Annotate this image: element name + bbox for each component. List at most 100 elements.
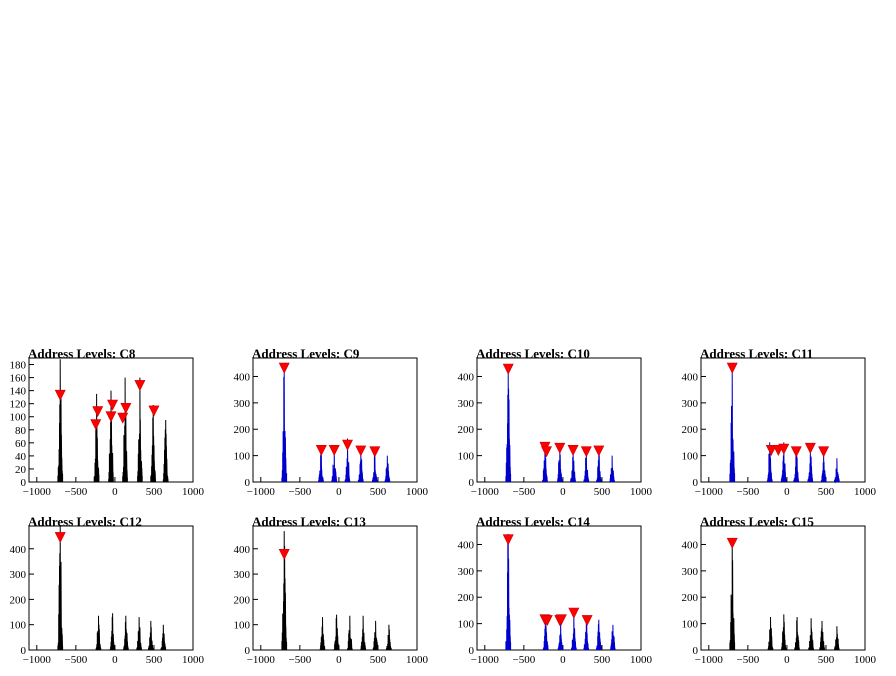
plot-frame (252, 357, 418, 483)
x-tick-label: 1000 (630, 654, 653, 666)
peak-marker (278, 549, 290, 561)
x-tick-label: 1000 (406, 654, 429, 666)
y-tick-label: 0 (21, 477, 27, 489)
y-tick-label: 140 (10, 386, 27, 398)
y-tick-label: 300 (458, 398, 475, 410)
y-tick-label: 0 (693, 477, 699, 489)
y-tick-label: 400 (10, 544, 27, 556)
y-tick-label: 100 (10, 620, 27, 632)
peak-marker (818, 446, 830, 458)
y-tick-label: 80 (15, 425, 27, 437)
peak-marker (581, 615, 593, 627)
peak-trace (281, 365, 288, 483)
x-tick-label: −1000 (695, 654, 724, 666)
x-tick-label: 0 (784, 486, 790, 498)
x-tick-label: 1000 (182, 654, 205, 666)
x-tick-label: 500 (594, 486, 611, 498)
peak-marker (315, 445, 327, 457)
peak-trace (729, 539, 736, 651)
peak-marker (120, 402, 132, 414)
chart-plot: 0 100 200 300 400 −1000 −500 0 500 1000 (10, 525, 205, 666)
x-tick-label: 1000 (182, 486, 205, 498)
peak-trace (372, 450, 378, 483)
peak-trace (93, 393, 100, 483)
peak-marker (134, 380, 146, 392)
peak-marker (355, 445, 367, 457)
peak-marker (92, 406, 104, 418)
y-tick-label: 200 (458, 592, 475, 604)
y-tick-label: 0 (469, 645, 475, 657)
y-tick-label: 160 (10, 373, 27, 385)
peak-marker (278, 362, 290, 374)
plot-frame (28, 525, 194, 651)
peak-trace (556, 445, 563, 483)
peak-marker (541, 446, 552, 458)
peak-trace (319, 617, 326, 651)
y-tick-label: 180 (10, 360, 27, 372)
chart-panel: Address Levels: C12 0 100 200 300 400 −1000 −50… (0, 508, 224, 676)
peak-marker (90, 419, 102, 431)
peak-trace (819, 620, 825, 651)
y-tick-label: 200 (234, 594, 251, 606)
y-tick-label: 300 (234, 398, 251, 410)
y-tick-label: 400 (234, 371, 251, 383)
peak-marker (117, 412, 129, 424)
y-tick-label: 400 (682, 539, 699, 551)
peak-trace (794, 616, 800, 651)
peak-trace (333, 614, 340, 651)
peak-trace (609, 455, 615, 483)
peak-trace (583, 447, 590, 483)
x-tick-label: 0 (560, 654, 566, 666)
peak-trace (729, 365, 736, 483)
y-tick-label: 300 (682, 566, 699, 578)
peak-marker (567, 445, 579, 457)
chart-title: Address Levels: C14 (476, 514, 590, 529)
x-tick-label: −500 (64, 654, 87, 666)
peak-trace (834, 626, 840, 651)
x-tick-label: −1000 (23, 654, 52, 666)
peak-marker (555, 614, 567, 626)
peak-marker (107, 399, 119, 411)
peak-marker (593, 445, 605, 457)
peak-trace (162, 419, 169, 483)
peak-trace (386, 624, 392, 651)
peak-marker (105, 411, 117, 423)
peak-trace (137, 377, 143, 483)
x-tick-label: −500 (512, 486, 535, 498)
chart-plot: 0 100 200 300 400 −1000 −500 0 500 1000 (682, 525, 877, 666)
chart-title: Address Levels: C8 (28, 346, 136, 361)
peak-trace (136, 617, 142, 651)
x-tick-label: 0 (336, 654, 342, 666)
chart-panel: Address Levels: C10 0 100 200 300 400 −1000 −50… (448, 340, 672, 508)
y-tick-label: 40 (15, 451, 27, 463)
y-tick-label: 400 (682, 371, 699, 383)
x-tick-label: 0 (336, 486, 342, 498)
x-tick-label: −1000 (695, 486, 724, 498)
y-tick-label: 100 (234, 620, 251, 632)
y-tick-label: 100 (234, 451, 251, 463)
peak-trace (766, 442, 773, 483)
chart-plot: 0 100 200 300 400 −1000 −500 0 500 1000 (234, 525, 429, 666)
peak-trace (542, 618, 549, 651)
peak-marker (502, 363, 514, 375)
peak-trace (281, 531, 288, 651)
y-tick-label: 100 (682, 619, 699, 631)
peak-trace (384, 455, 391, 483)
y-tick-label: 200 (10, 594, 27, 606)
x-tick-label: 500 (818, 654, 835, 666)
peak-marker (328, 445, 340, 457)
chart-plot: 0 100 200 300 400 −1000 −500 0 500 1000 (458, 357, 653, 498)
peak-trace (808, 618, 814, 651)
y-tick-label: 400 (458, 539, 475, 551)
chart-panel: Address Levels: C11 0 100 200 300 400 −1000 −50… (672, 340, 896, 508)
y-tick-label: 200 (458, 424, 475, 436)
peak-trace (357, 446, 364, 483)
x-tick-label: −1000 (471, 654, 500, 666)
x-tick-label: 1000 (854, 654, 877, 666)
peak-trace (780, 614, 787, 651)
x-tick-label: 500 (146, 486, 163, 498)
x-tick-label: −500 (512, 654, 535, 666)
x-tick-label: 0 (112, 486, 118, 498)
peak-trace (123, 615, 129, 651)
y-tick-label: 20 (15, 464, 27, 476)
